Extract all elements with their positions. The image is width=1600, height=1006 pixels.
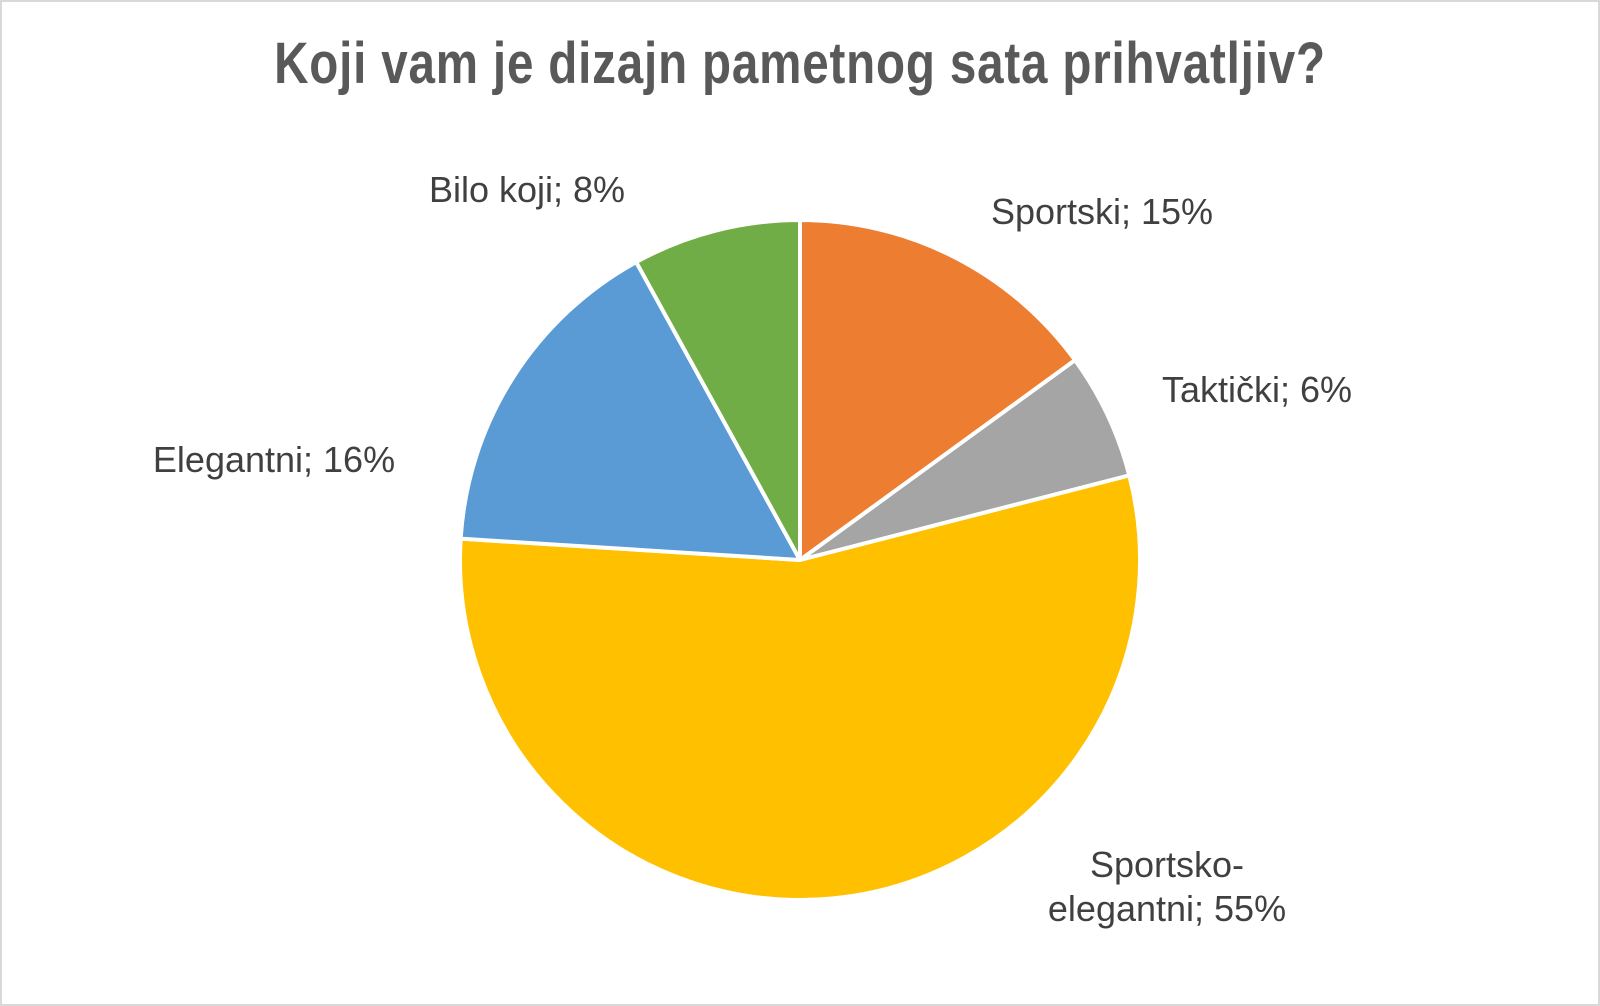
slice-label-sportsko-elegantni: Sportsko-elegantni; 55% — [1048, 844, 1286, 929]
pie-slice-sportsko-elegantni — [458, 473, 1142, 902]
pie-slice-elegantni — [458, 260, 802, 562]
pie-slice-sportski — [798, 218, 1078, 562]
chart-title: Koji vam je dizajn pametnog sata prihvat… — [274, 31, 1326, 96]
slice-label-takti-ki: Taktički; 6% — [1162, 369, 1352, 410]
slice-label-bilo-koji: Bilo koji; 8% — [429, 169, 625, 210]
slice-label-elegantni: Elegantni; 16% — [153, 439, 395, 480]
pie-slice-bilo-koji — [634, 218, 802, 562]
pie-slice-takti-ki — [798, 358, 1132, 562]
slice-label-sportski: Sportski; 15% — [991, 191, 1213, 232]
